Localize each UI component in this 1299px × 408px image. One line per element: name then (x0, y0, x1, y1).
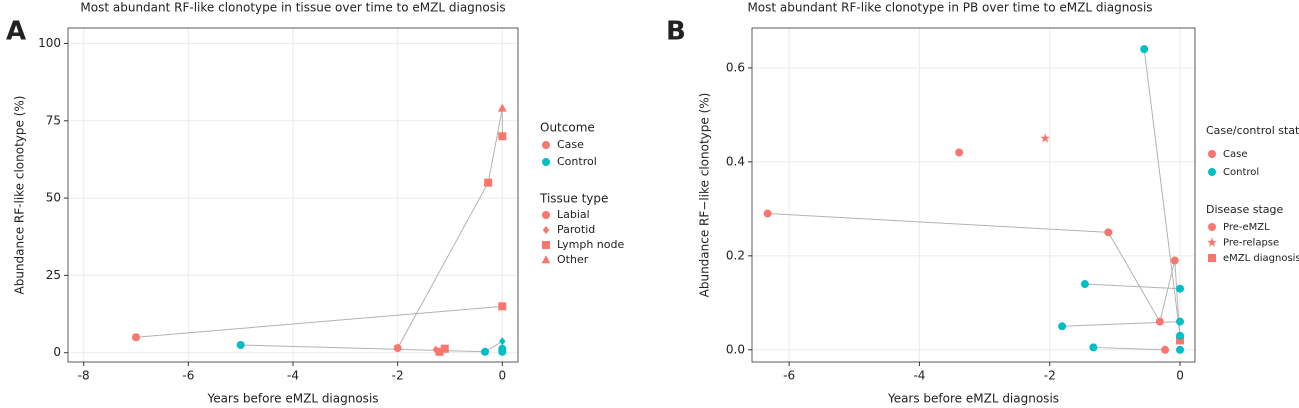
panel-label: B (666, 17, 686, 47)
chart-title: Most abundant RF-like clonotype in tissu… (80, 1, 505, 15)
point (484, 178, 493, 187)
point (498, 347, 507, 356)
legend-swatch (1208, 168, 1216, 176)
x-tick-label: -4 (287, 369, 299, 383)
point (1155, 317, 1164, 326)
legend-label: Lymph node (557, 238, 624, 251)
legend-swatch (541, 255, 551, 264)
panel-label: A (6, 17, 26, 47)
plot-border (751, 27, 1196, 363)
legend-swatch (542, 211, 550, 219)
point (1104, 228, 1113, 237)
legend-label: Pre-relapse (1223, 238, 1279, 249)
y-tick-label: 0.2 (726, 248, 745, 262)
point (1080, 280, 1089, 289)
x-axis-label: Years before eMZL diagnosis (206, 392, 378, 406)
legend-swatch (542, 158, 550, 166)
point (1170, 256, 1179, 265)
connector-line (397, 108, 503, 349)
legend-title: Case/control status (1206, 124, 1299, 137)
point (499, 337, 506, 346)
legend-swatch (542, 141, 550, 149)
y-tick-label: 0.4 (726, 154, 745, 168)
y-tick-label: 0 (53, 345, 61, 359)
legend-swatch (542, 226, 550, 234)
x-tick-label: -6 (783, 369, 795, 383)
x-tick-label: -8 (78, 369, 90, 383)
point (1161, 345, 1170, 354)
point (393, 344, 402, 353)
y-tick-label: 0.0 (726, 342, 745, 356)
point (435, 347, 444, 356)
point (1058, 322, 1067, 331)
point (1140, 45, 1149, 54)
point (1089, 343, 1098, 352)
plot-area (752, 28, 1195, 362)
connector-line (135, 305, 503, 338)
point (498, 302, 507, 311)
legend-swatch (542, 241, 550, 249)
point (1176, 345, 1185, 354)
legend-label: Pre-eMZL (1223, 222, 1270, 233)
point (440, 344, 449, 353)
legend-label: Labial (557, 208, 590, 221)
legend-label: Control (557, 155, 597, 168)
legend-label: Case (1223, 149, 1247, 160)
legend-swatch (1208, 150, 1216, 158)
legend-title: Tissue type (539, 192, 608, 206)
legend-label: Other (557, 253, 589, 266)
x-tick-label: -6 (182, 369, 194, 383)
x-tick-label: 0 (498, 369, 506, 383)
legend-title: Outcome (540, 121, 595, 135)
legend-swatch (1208, 223, 1216, 231)
y-tick-label: 50 (46, 191, 61, 205)
point (132, 333, 141, 342)
point (1176, 317, 1185, 326)
legend-swatch (1208, 254, 1216, 262)
connector-line (1093, 346, 1166, 351)
point (498, 132, 507, 141)
y-tick-label: 25 (46, 268, 61, 282)
y-axis-label: Abundance RF-like clonotype (%) (13, 96, 27, 295)
x-tick-label: -2 (392, 369, 404, 383)
point (1176, 284, 1185, 293)
point (955, 148, 964, 157)
legend-label: Control (1223, 167, 1259, 178)
y-axis-label: Abundance RF−like clonotype (%) (698, 93, 712, 298)
connector-line (1084, 283, 1181, 290)
point (497, 103, 507, 112)
point (236, 340, 245, 349)
point (1176, 331, 1185, 340)
point (481, 347, 490, 356)
legend-label: Case (557, 138, 584, 151)
legend-label: Parotid (557, 223, 595, 236)
chart-title: Most abundant RF-like clonotype in PB ov… (747, 1, 1152, 15)
y-tick-label: 75 (46, 113, 61, 127)
x-tick-label: -4 (913, 369, 925, 383)
y-tick-label: 0.6 (726, 60, 745, 74)
x-tick-label: -2 (1044, 369, 1056, 383)
point (1176, 336, 1185, 345)
x-tick-label: 0 (1176, 369, 1184, 383)
legend-label: eMZL diagnosis (1223, 253, 1299, 264)
point (763, 209, 772, 218)
y-tick-label: 100 (38, 36, 61, 50)
plot-border (67, 27, 519, 363)
legend-swatch (1207, 237, 1217, 247)
point (1040, 133, 1051, 143)
legend-title: Disease stage (1206, 203, 1284, 216)
x-axis-label: Years before eMZL diagnosis (887, 392, 1059, 406)
